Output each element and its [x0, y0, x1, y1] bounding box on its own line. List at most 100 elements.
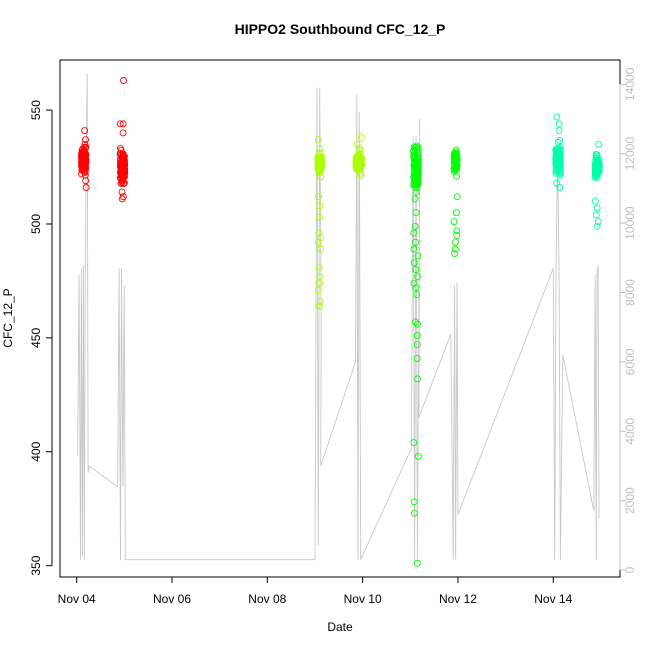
- data-point: [556, 149, 564, 157]
- data-point: [413, 354, 421, 362]
- data-point: [412, 170, 420, 178]
- data-point: [116, 120, 124, 128]
- y2-tick-label: 0: [623, 566, 637, 573]
- data-point: [411, 144, 419, 152]
- data-point: [593, 169, 601, 176]
- data-point: [412, 209, 420, 217]
- data-point: [356, 145, 364, 153]
- data-point: [552, 154, 560, 162]
- data-point: [410, 245, 418, 253]
- data-point: [452, 146, 460, 154]
- data-point: [120, 179, 128, 187]
- y2-tick-label: 2000: [623, 487, 637, 514]
- data-point: [118, 177, 126, 185]
- data-point: [451, 245, 459, 253]
- data-point: [121, 162, 129, 170]
- data-point: [317, 245, 324, 253]
- y2-tick-label: 12000: [623, 137, 637, 171]
- y-tick-label: 400: [29, 441, 43, 461]
- data-point: [119, 157, 127, 165]
- data-point: [555, 127, 563, 135]
- x-tick-label: Nov 06: [153, 592, 191, 606]
- data-point: [82, 177, 90, 185]
- y-axis-right: 0 2000 4000 6000 8000 10000 12000 14000: [619, 67, 637, 573]
- data-point: [452, 238, 459, 246]
- data-point: [410, 509, 418, 517]
- data-point: [413, 291, 421, 299]
- data-point: [453, 154, 461, 162]
- data-point: [414, 143, 422, 151]
- data-point: [594, 218, 602, 226]
- data-point: [412, 266, 420, 273]
- data-point: [119, 160, 127, 168]
- data-point: [411, 195, 419, 203]
- data-point: [411, 222, 419, 230]
- data-point: [116, 169, 124, 177]
- data-point: [553, 154, 561, 162]
- data-point: [316, 297, 324, 305]
- data-point: [315, 302, 323, 310]
- data-point: [119, 120, 127, 128]
- data-point: [412, 238, 419, 246]
- data-point: [452, 163, 460, 170]
- y2-tick-label: 14000: [623, 67, 637, 101]
- data-point: [452, 209, 460, 217]
- data-point: [414, 375, 421, 383]
- data-point: [412, 188, 420, 196]
- data-point: [593, 204, 601, 212]
- x-tick-label: Nov 12: [439, 592, 477, 606]
- data-point: [453, 172, 460, 180]
- data-point: [595, 140, 603, 148]
- data-point: [556, 146, 564, 154]
- data-point: [316, 213, 323, 221]
- y-axis-label: CFC_12_P: [1, 288, 15, 347]
- data-point: [357, 153, 365, 161]
- data-point: [555, 167, 563, 175]
- data-point: [451, 250, 458, 258]
- data-point: [412, 318, 419, 326]
- data-point: [412, 184, 420, 192]
- data-point: [556, 184, 564, 191]
- x-axis: Nov 04 Nov 06 Nov 08 Nov 10 Nov 12 Nov 14: [58, 576, 573, 606]
- data-point: [81, 127, 89, 135]
- data-point: [79, 154, 87, 162]
- data-point: [410, 439, 418, 447]
- x-tick-label: Nov 04: [58, 592, 96, 606]
- chart-title: HIPPO2 Southbound CFC_12_P: [235, 21, 446, 37]
- data-point: [453, 231, 461, 239]
- data-point: [450, 218, 458, 226]
- data-point: [413, 142, 420, 150]
- data-point: [117, 156, 125, 164]
- data-point: [314, 238, 322, 246]
- data-point: [410, 259, 418, 267]
- data-point: [412, 162, 420, 170]
- data-point: [593, 163, 601, 171]
- data-point: [592, 161, 600, 169]
- data-point: [117, 146, 125, 154]
- data-point: [315, 279, 323, 287]
- data-point: [82, 136, 89, 144]
- x-tick-label: Nov 08: [248, 592, 286, 606]
- data-point: [315, 263, 323, 271]
- y2-tick-label: 6000: [623, 348, 637, 375]
- data-point: [414, 452, 422, 460]
- data-point: [410, 229, 418, 237]
- data-point: [413, 145, 421, 153]
- y-tick-label: 550: [29, 100, 43, 120]
- data-point: [413, 332, 421, 340]
- data-point: [410, 279, 418, 287]
- data-point: [357, 171, 365, 179]
- data-point: [316, 145, 324, 153]
- data-point: [314, 136, 322, 144]
- data-point: [79, 145, 87, 153]
- data-point: [591, 197, 599, 205]
- data-point: [414, 272, 422, 280]
- data-point: [413, 341, 421, 349]
- data-point: [317, 157, 324, 165]
- y-tick-label: 350: [29, 555, 43, 575]
- data-point: [78, 170, 85, 178]
- data-point: [119, 129, 127, 137]
- data-points: [78, 77, 603, 567]
